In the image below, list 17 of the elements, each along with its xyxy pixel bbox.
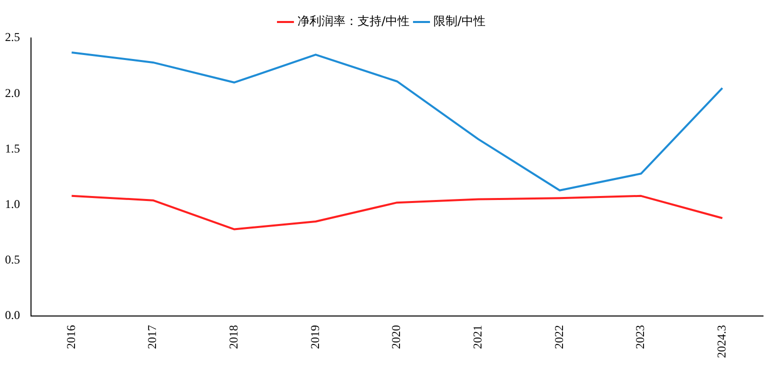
y-tick-label: 0.5 <box>5 252 20 267</box>
x-tick-label: 2018 <box>226 325 240 349</box>
x-tick-label: 2022 <box>552 325 566 349</box>
x-tick-label: 2016 <box>64 325 78 349</box>
y-tick-label: 2.0 <box>5 86 20 100</box>
x-tick-label: 2019 <box>308 325 322 349</box>
x-tick-label: 2017 <box>145 325 160 349</box>
x-tick-label: 2023 <box>633 325 648 349</box>
y-tick-label: 1.0 <box>5 196 20 211</box>
legend-label: 限制/中性 <box>434 14 486 28</box>
y-tick-label: 0.0 <box>5 308 20 322</box>
y-tick-label: 1.5 <box>5 141 20 156</box>
x-tick-label: 2024.3 <box>714 325 728 358</box>
y-tick-label: 2.5 <box>5 30 20 44</box>
x-tick-label: 2020 <box>389 325 404 349</box>
legend-label: 净利润率：支持/中性 <box>297 14 410 28</box>
x-tick-label: 2021 <box>470 325 484 349</box>
